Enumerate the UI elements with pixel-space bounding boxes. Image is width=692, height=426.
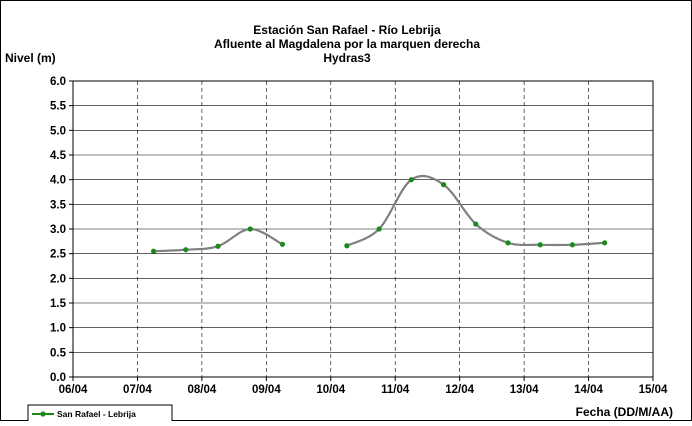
data-point [408, 177, 414, 183]
data-point [505, 240, 511, 246]
chart-title-line-2: Afluente al Magdalena por la marquen der… [214, 37, 480, 51]
data-point [602, 240, 608, 246]
y-tick-label: 3.5 [50, 199, 67, 211]
y-tick-label: 4.5 [50, 150, 67, 162]
x-tick-label: 10/04 [316, 384, 345, 396]
x-tick-label: 11/04 [381, 384, 410, 396]
data-point [183, 247, 189, 253]
x-tick-label: 14/04 [574, 384, 603, 396]
y-tick-label: 5.5 [50, 101, 67, 113]
y-tick-label: 5.0 [50, 125, 66, 137]
y-tick-label: 3.0 [50, 224, 66, 236]
legend: San Rafael - Lebrija [27, 404, 173, 426]
x-tick-label: 09/04 [252, 384, 281, 396]
legend-marker-swatch [40, 411, 46, 417]
y-tick-label: 6.0 [50, 76, 66, 88]
data-point [279, 241, 286, 247]
y-tick-label: 1.0 [50, 323, 66, 335]
legend-label: San Rafael - Lebrija [57, 409, 136, 419]
data-point [247, 226, 253, 232]
axis-ticks: 0.0 0.5 1.0 1.5 2.0 2.5 3.0 3.5 4.0 4.5 5.0 5.5 6.0 0… [50, 76, 668, 396]
y-tick-label: 2.5 [50, 249, 67, 261]
data-point [569, 242, 576, 248]
x-axis-label: Fecha (DD/M/AA) [576, 405, 673, 419]
chart-title-line-3: Hydras3 [323, 51, 371, 65]
y-tick-label: 4.0 [50, 175, 66, 187]
y-tick-label: 0.0 [50, 372, 66, 384]
x-tick-label: 12/04 [445, 384, 474, 396]
data-point [376, 226, 382, 232]
y-tick-label: 0.5 [50, 347, 67, 359]
grid [73, 81, 653, 377]
x-tick-label: 07/04 [123, 384, 152, 396]
x-tick-label: 08/04 [187, 384, 216, 396]
data-point [473, 221, 479, 227]
chart-title-line-1: Estación San Rafael - Río Lebrija [253, 23, 441, 37]
x-tick-label: 15/04 [639, 384, 668, 396]
y-tick-label: 2.0 [50, 273, 66, 285]
x-tick-label: 06/04 [59, 384, 88, 396]
data-point [215, 243, 221, 249]
data-point [537, 242, 543, 248]
x-tick-label: 13/04 [510, 384, 539, 396]
series-markers [150, 177, 608, 254]
y-tick-label: 1.5 [50, 298, 67, 310]
y-axis-label: Nivel (m) [5, 51, 56, 65]
data-point [150, 248, 157, 254]
data-point [344, 243, 350, 249]
data-point [440, 182, 447, 188]
